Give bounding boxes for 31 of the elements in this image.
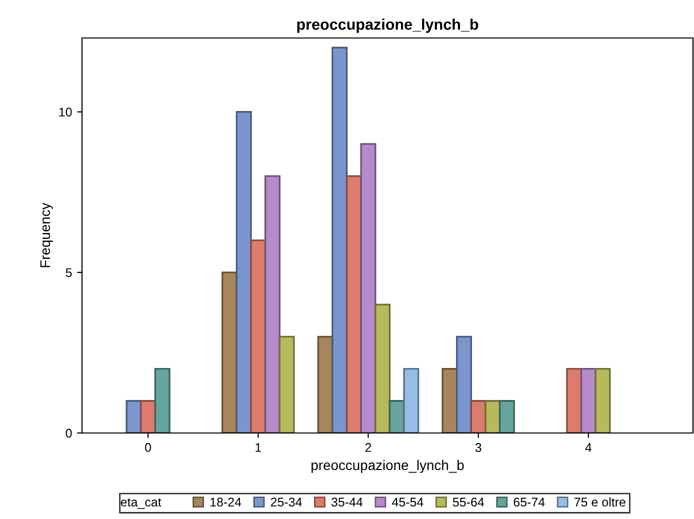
bar	[236, 111, 252, 433]
bar	[456, 336, 472, 433]
y-tick-label: 10	[59, 108, 72, 117]
bar	[403, 368, 420, 433]
x-tick-label: 3	[475, 443, 482, 452]
x-tick-label: 1	[256, 443, 262, 452]
legend-label: 18-24	[210, 498, 242, 507]
x-tick-label: 2	[365, 443, 372, 452]
x-tick-label: 4	[585, 443, 592, 452]
bar	[222, 272, 238, 433]
legend-title: eta_cat	[120, 498, 162, 509]
bar	[360, 143, 376, 433]
y-axis-title: Frequency	[40, 202, 53, 268]
chart-title: preoccupazione_lynch_b	[297, 18, 478, 33]
y-tick-label: 5	[66, 268, 72, 278]
bar	[374, 304, 391, 433]
bar	[484, 400, 501, 433]
x-tick-label: 0	[145, 443, 152, 452]
bar	[498, 400, 515, 433]
legend-label: 25-34	[270, 498, 302, 507]
x-axis-title: preoccupazione_lynch_b	[312, 460, 464, 473]
legend-label: 35-44	[331, 498, 363, 507]
legend-label: 55-64	[452, 498, 484, 507]
bar	[250, 239, 266, 433]
legend-label: 65-74	[514, 498, 545, 507]
y-tick-label: 0	[66, 428, 72, 438]
bar	[594, 368, 611, 433]
bar	[140, 400, 156, 433]
bar	[442, 368, 458, 433]
legend-label: 75 e oltre	[574, 497, 626, 507]
legend-label: 45-54	[392, 498, 424, 507]
